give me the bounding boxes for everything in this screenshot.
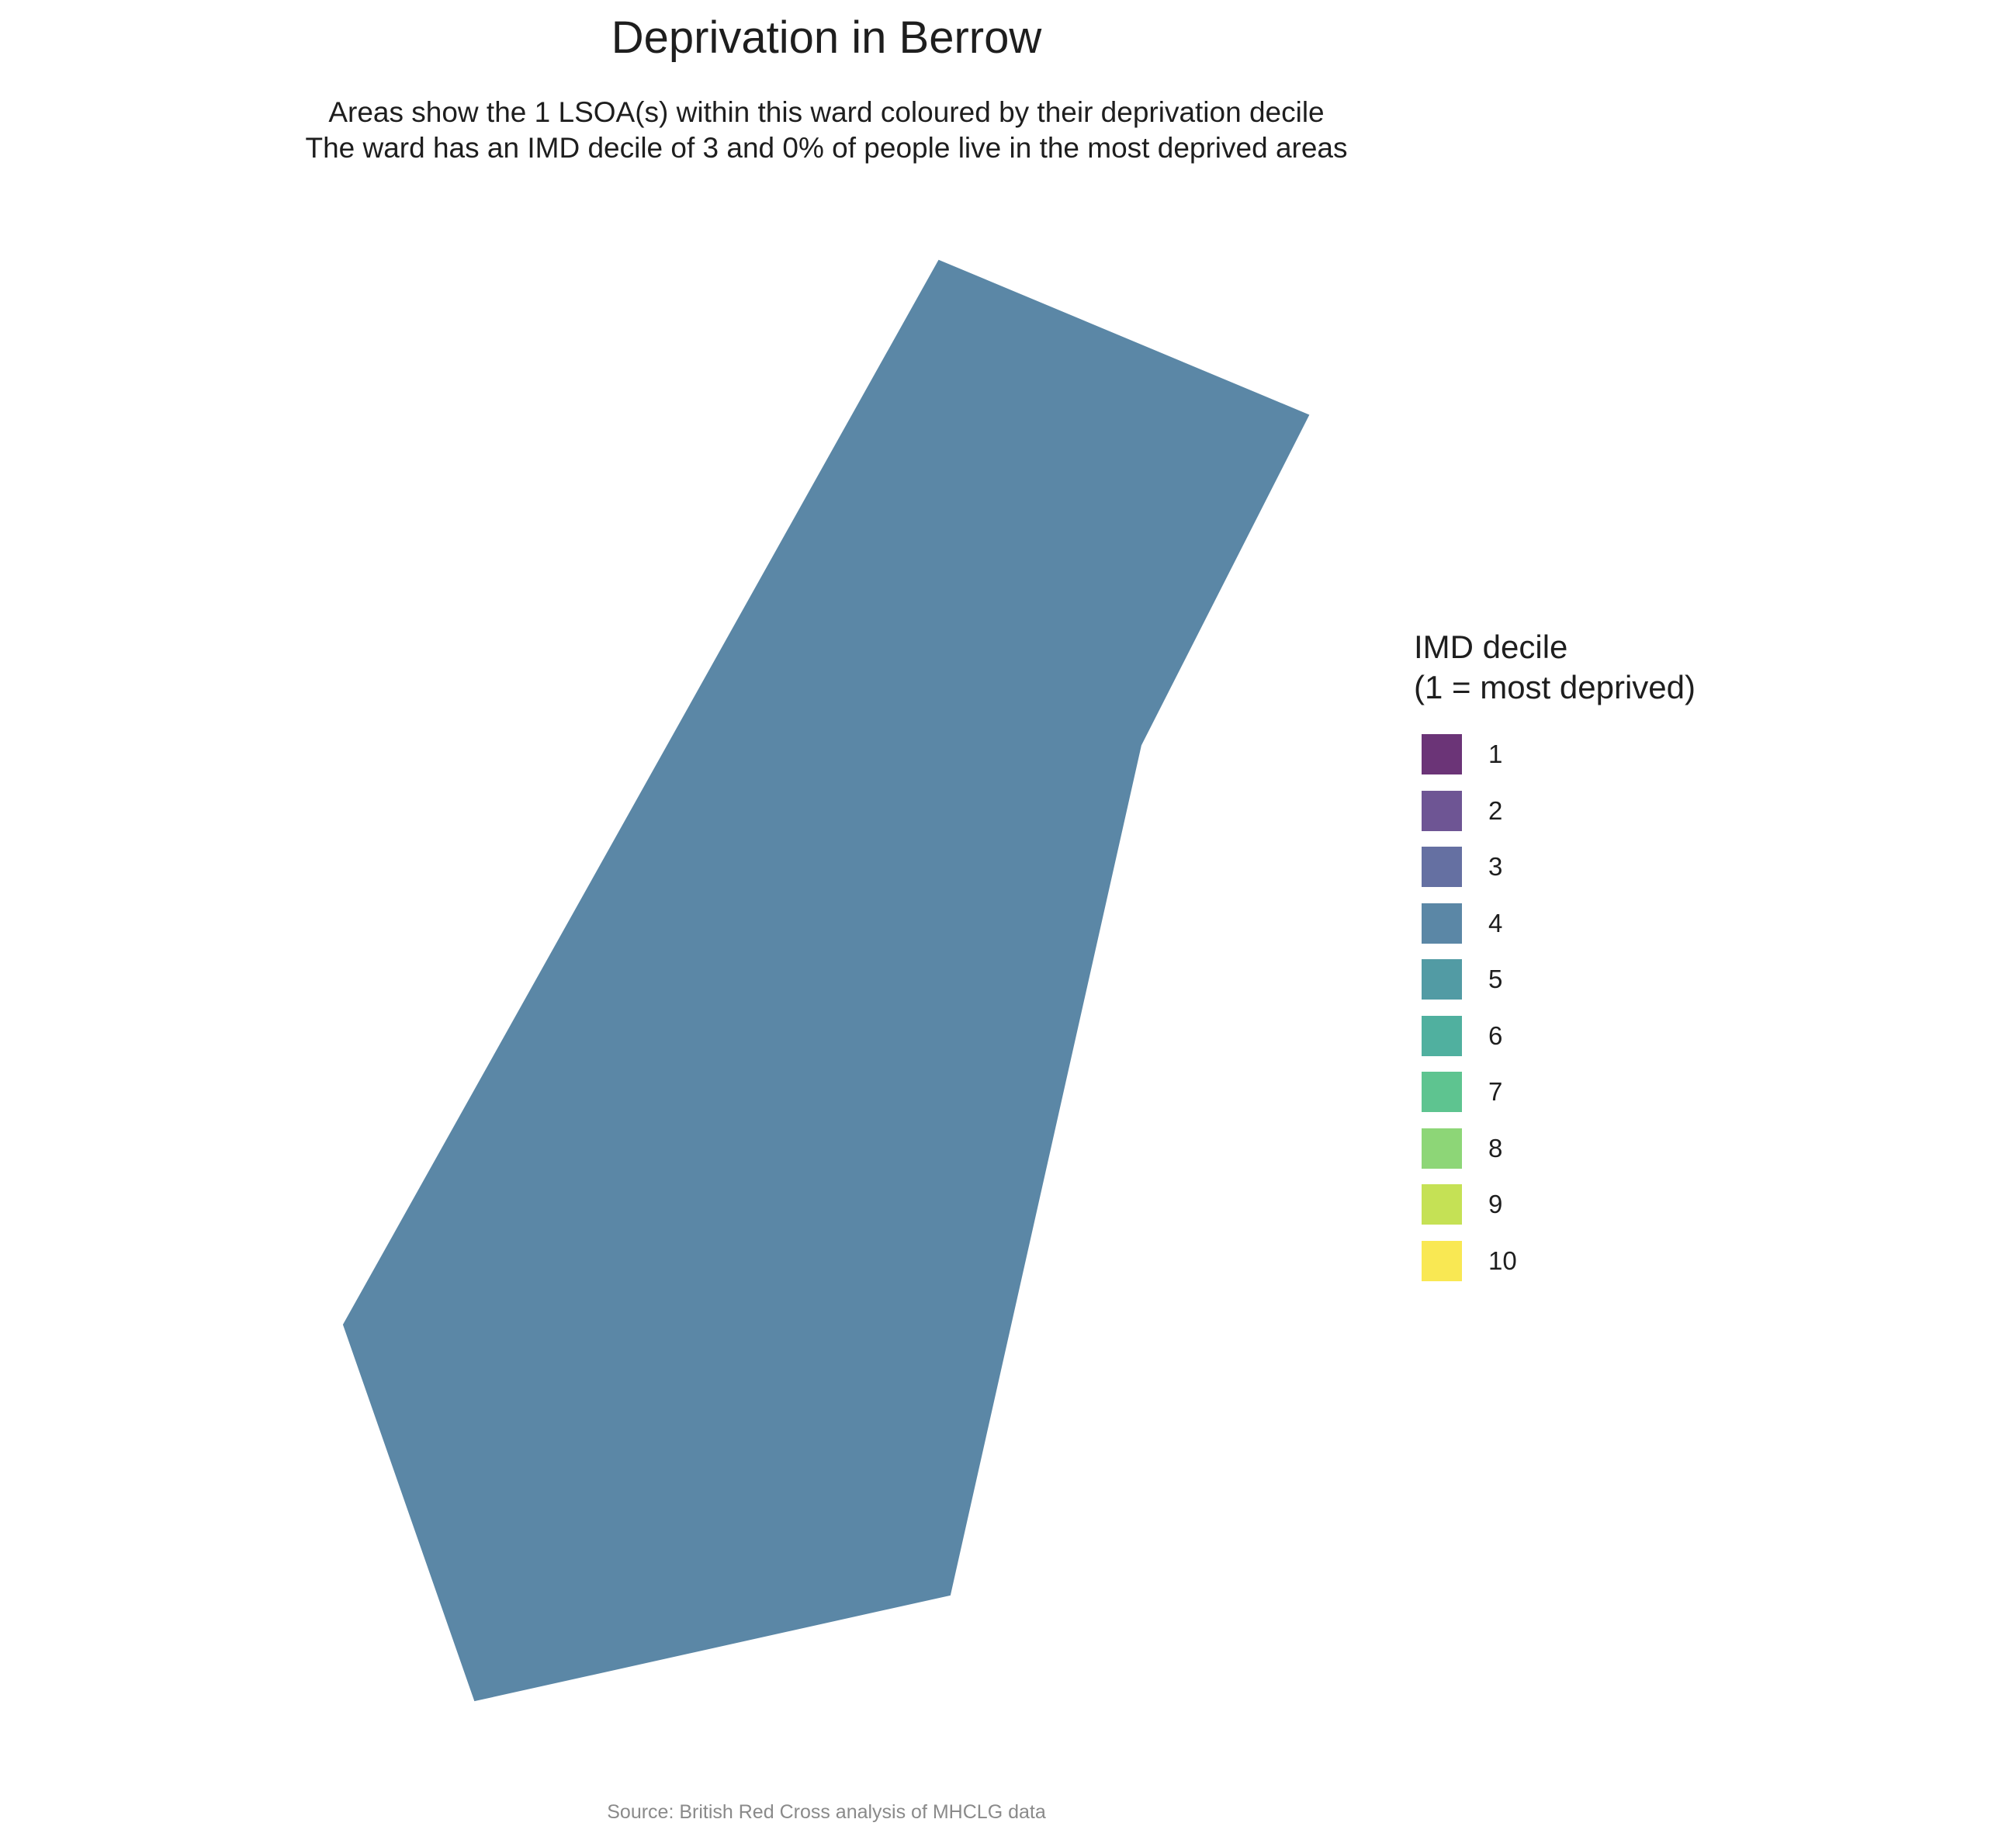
legend-swatch: [1422, 1015, 1462, 1056]
map-title: Deprivation in Berrow: [611, 12, 1042, 63]
legend-label: 2: [1488, 795, 1503, 825]
legend-item-7: 7: [1414, 1072, 1696, 1128]
source-caption: Source: British Red Cross analysis of MH…: [607, 1801, 1046, 1823]
legend: IMD decile (1 = most deprived) 1 2 3 4 5 6 7 8 9…: [1414, 627, 1696, 1297]
legend-title: IMD decile (1 = most deprived): [1414, 627, 1696, 708]
map-subtitle: Areas show the 1 LSOA(s) within this war…: [0, 95, 1653, 166]
legend-swatch: [1422, 1072, 1462, 1112]
legend-title-line-2: (1 = most deprived): [1414, 669, 1696, 705]
subtitle-line-1: Areas show the 1 LSOA(s) within this war…: [328, 96, 1325, 128]
legend-label: 5: [1488, 965, 1503, 993]
legend-item-4: 4: [1414, 903, 1696, 960]
legend-title-line-1: IMD decile: [1414, 629, 1568, 665]
legend-swatch: [1422, 903, 1462, 944]
legend-label: 8: [1488, 1133, 1503, 1163]
legend-item-10: 10: [1414, 1240, 1696, 1298]
legend-items: 1 2 3 4 5 6 7 8 9 10: [1414, 734, 1696, 1297]
legend-label: 4: [1488, 908, 1503, 937]
legend-label: 6: [1488, 1020, 1503, 1050]
legend-label: 9: [1488, 1190, 1503, 1218]
legend-label: 7: [1488, 1077, 1503, 1106]
subtitle-line-2: The ward has an IMD decile of 3 and 0% o…: [305, 132, 1348, 164]
legend-swatch: [1422, 959, 1462, 1000]
legend-swatch: [1422, 790, 1462, 831]
legend-item-5: 5: [1414, 959, 1696, 1016]
legend-label: 3: [1488, 852, 1503, 881]
legend-swatch: [1422, 1128, 1462, 1169]
legend-swatch: [1422, 1184, 1462, 1225]
legend-swatch: [1422, 1240, 1462, 1281]
legend-item-1: 1: [1414, 734, 1696, 791]
legend-label: 1: [1488, 740, 1503, 768]
legend-swatch: [1422, 734, 1462, 774]
legend-item-6: 6: [1414, 1015, 1696, 1072]
legend-swatch: [1422, 847, 1462, 887]
legend-item-8: 8: [1414, 1128, 1696, 1185]
legend-label: 10: [1488, 1246, 1517, 1275]
lsoa-area: [342, 259, 1310, 1702]
legend-item-9: 9: [1414, 1184, 1696, 1241]
legend-item-3: 3: [1414, 847, 1696, 903]
legend-item-2: 2: [1414, 790, 1696, 847]
